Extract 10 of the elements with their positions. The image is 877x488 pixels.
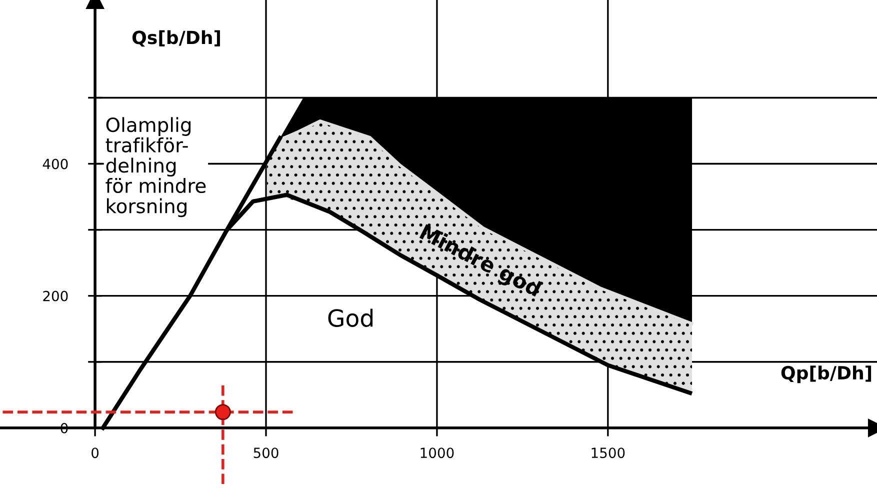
x-axis-title: Qp[b/Dh] [781, 366, 872, 384]
y-axis-title: Qs[b/Dh] [132, 30, 220, 47]
annotation: God [328, 308, 373, 327]
x-tick-label: 500 [254, 448, 278, 458]
x-tick-label: 0 [92, 448, 99, 458]
y-tick-label: 200 [43, 290, 68, 302]
y-tick-label: 400 [42, 158, 68, 170]
annotation: Olamplig trafikför- delning för mindre korsning [106, 117, 206, 218]
x-tick-label: 1500 [592, 448, 625, 458]
x-tick-label: 1000 [420, 448, 454, 458]
